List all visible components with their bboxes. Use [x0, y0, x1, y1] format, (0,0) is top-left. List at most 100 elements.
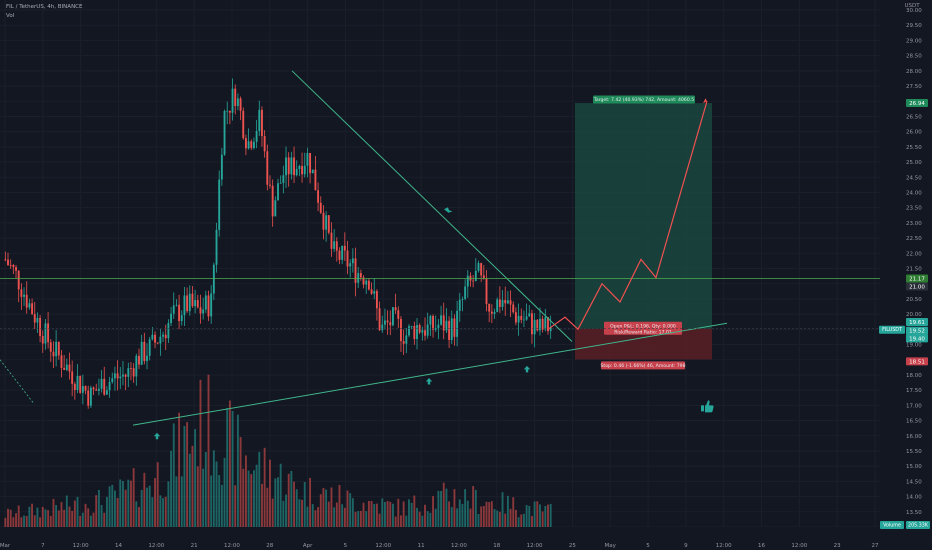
- volume-bar: [341, 504, 344, 527]
- candle-body: [314, 169, 317, 191]
- candle-body: [434, 328, 437, 330]
- volume-bar: [170, 450, 173, 527]
- volume-bar: [255, 464, 258, 527]
- candle-body: [539, 318, 541, 331]
- time-tick-label: 12:00: [791, 543, 807, 549]
- candle-body: [472, 280, 475, 282]
- volume-bar: [263, 447, 266, 527]
- volume-bar: [383, 501, 386, 527]
- candle-body: [293, 157, 295, 176]
- candle-body: [122, 374, 124, 377]
- volume-bar: [351, 498, 354, 527]
- volume-bar: [303, 482, 306, 527]
- volume-bar: [143, 472, 146, 527]
- volume-bar: [15, 513, 17, 527]
- volume-bar: [448, 501, 451, 527]
- volume-bar: [135, 501, 138, 527]
- candle-body: [87, 390, 90, 406]
- candle-body: [159, 336, 162, 344]
- volume-bar: [196, 466, 199, 527]
- volume-bar: [378, 513, 381, 527]
- price-tick-label: 17.00: [906, 403, 922, 409]
- candle-body: [162, 334, 164, 337]
- volume-bar: [335, 502, 338, 527]
- candle-body: [79, 375, 82, 393]
- volume-bar: [416, 507, 418, 527]
- price-tick-label: 19.00: [906, 343, 922, 349]
- volume-bar: [426, 511, 429, 527]
- volume-tag-bg: [880, 521, 904, 529]
- candle-body: [81, 386, 84, 393]
- candle-body: [28, 303, 31, 308]
- volume-bar: [266, 487, 269, 527]
- volume-bar: [397, 498, 400, 527]
- volume-bar: [210, 475, 213, 527]
- candle-body: [338, 250, 341, 260]
- price-tick-label: 28.50: [906, 54, 922, 60]
- volume-bar: [493, 509, 496, 527]
- candle-body: [504, 300, 507, 304]
- candle-body: [65, 364, 68, 370]
- price-tick-label: 14.50: [906, 479, 922, 485]
- candle-body: [413, 325, 416, 339]
- candle-body: [448, 320, 451, 341]
- volume-bar: [164, 496, 167, 527]
- candle-body: [514, 312, 517, 323]
- symbol-tag-bg: [879, 325, 905, 334]
- stop-label: Stop: 0.46 (-1.66%) 46, Amount: 798: [600, 363, 685, 369]
- volume-bar: [346, 490, 349, 527]
- volume-bar: [103, 512, 106, 527]
- price-tick-label: 28.00: [906, 69, 922, 75]
- current-price-label-bg: [906, 326, 928, 335]
- volume-tag: Volume: [883, 523, 901, 529]
- volume-bar: [162, 498, 164, 527]
- candle-body: [496, 299, 499, 312]
- time-tick-label: 28: [266, 543, 273, 549]
- candle-body: [333, 241, 336, 249]
- candle-body: [63, 368, 66, 370]
- candle-body: [39, 317, 42, 337]
- volume-label: Vol: [6, 13, 15, 19]
- candle-body: [501, 300, 504, 307]
- candle-body: [397, 310, 400, 319]
- level-price-label: 21.17: [909, 277, 925, 283]
- volume-bar: [293, 481, 295, 527]
- time-tick-label: Apr: [303, 543, 313, 549]
- stop-price-label-bg: [906, 357, 928, 366]
- entry-a-label: 19.61: [909, 320, 925, 326]
- candle-body: [295, 168, 298, 176]
- volume-bar: [39, 517, 42, 527]
- candle-body: [57, 341, 60, 356]
- candle-body: [349, 263, 352, 267]
- candle-body: [506, 300, 509, 304]
- candle-body: [89, 387, 92, 406]
- volume-bar: [79, 515, 82, 527]
- volume-bar: [116, 498, 119, 527]
- volume-bar: [306, 506, 309, 527]
- volume-bar: [442, 482, 445, 527]
- price-tick-label: 26.50: [906, 114, 922, 120]
- volume-bar: [151, 497, 154, 527]
- candle-body: [25, 294, 28, 308]
- candle-body: [461, 299, 464, 300]
- volume-bar: [183, 426, 186, 527]
- candle-body: [73, 383, 76, 391]
- candle-body: [36, 317, 39, 323]
- candle-body: [97, 388, 100, 391]
- price-tick-label: 21.50: [906, 267, 922, 273]
- candle-body: [383, 320, 386, 325]
- ascending-trendline: [132, 322, 728, 426]
- candle-body: [533, 319, 536, 335]
- volume-bar: [381, 498, 384, 527]
- volume-bar: [119, 479, 122, 527]
- time-tick-label: 12:00: [716, 543, 732, 549]
- entry-b-label: 19.40: [909, 336, 925, 342]
- volume-bar: [271, 498, 274, 527]
- volume-bar: [269, 459, 271, 527]
- candle-body: [44, 323, 47, 344]
- volume-bar: [172, 423, 175, 527]
- candle-body: [327, 215, 330, 233]
- candle-body: [20, 289, 23, 297]
